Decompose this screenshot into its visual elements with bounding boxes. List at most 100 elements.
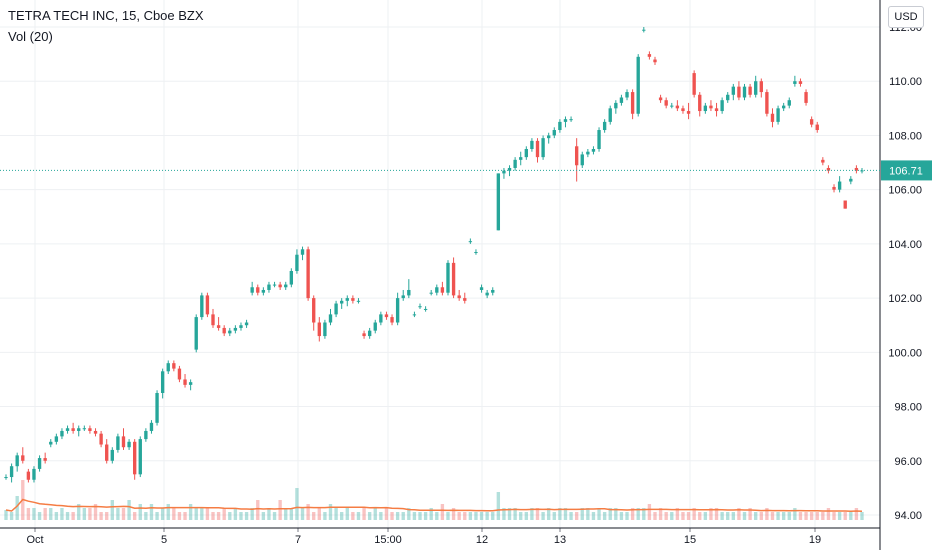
candle-body	[21, 455, 25, 461]
x-tick-label: 15:00	[374, 534, 402, 546]
candle-body	[457, 295, 461, 299]
candle-body	[513, 159, 517, 168]
candle-body	[703, 105, 708, 112]
volume-indicator-label[interactable]: Vol (20)	[8, 29, 53, 44]
volume-bar	[440, 504, 445, 520]
volume-bar	[485, 512, 489, 520]
volume-bar	[429, 508, 433, 520]
candle-body	[323, 322, 327, 337]
volume-bar	[323, 512, 327, 520]
volume-bar	[390, 512, 394, 520]
candle-body	[306, 249, 310, 299]
candle-body	[832, 186, 836, 190]
volume-bar	[614, 508, 618, 520]
volume-bar	[194, 508, 198, 520]
volume-bar	[491, 512, 495, 520]
x-tick-label: 15	[684, 534, 696, 546]
candle-body	[569, 119, 573, 121]
candle-body	[731, 86, 735, 95]
volume-bar	[524, 512, 528, 520]
volume-bar	[742, 512, 747, 520]
candle-body	[826, 167, 831, 171]
volume-bar	[731, 512, 735, 520]
candle-body	[843, 200, 847, 209]
candle-body	[608, 108, 612, 122]
candle-body	[205, 295, 210, 315]
candle-body	[93, 430, 98, 434]
volume-bar	[642, 508, 646, 520]
candle-body	[351, 298, 355, 301]
candle-body	[653, 59, 657, 63]
candle-body	[815, 124, 819, 131]
volume-bar	[843, 512, 847, 520]
volume-bar	[602, 512, 607, 520]
candle-body	[468, 241, 473, 243]
candle-body	[250, 287, 254, 293]
candle-body	[412, 314, 417, 316]
volume-bar	[647, 504, 652, 520]
candle-body	[194, 317, 198, 350]
candle-body	[401, 295, 405, 299]
volume-bar	[105, 512, 109, 520]
candle-body	[574, 146, 579, 166]
volume-bar	[826, 508, 831, 520]
volume-bar	[272, 512, 277, 520]
x-tick-label: 5	[161, 534, 167, 546]
candle-body	[244, 322, 249, 326]
volume-bar	[26, 508, 31, 520]
volume-bar	[418, 512, 422, 520]
volume-bar	[625, 512, 629, 520]
candle-body	[228, 330, 232, 334]
candle-body	[88, 428, 92, 431]
volume-bar	[720, 512, 724, 520]
volume-bar	[547, 508, 551, 520]
candle-body	[591, 149, 596, 152]
candle-body	[384, 314, 389, 318]
candle-body	[630, 92, 635, 114]
candle-body	[429, 292, 433, 294]
candle-body	[133, 441, 137, 475]
candle-body	[463, 298, 467, 301]
volume-bar	[116, 508, 120, 520]
volume-bar	[155, 512, 159, 520]
volume-bar	[222, 508, 226, 520]
volume-bar	[793, 508, 797, 520]
volume-bar	[821, 512, 825, 520]
candle-body	[793, 81, 797, 84]
currency-badge[interactable]: USD	[888, 6, 924, 28]
candle-body	[77, 428, 81, 431]
volume-bar	[267, 508, 271, 520]
candle-body	[435, 287, 439, 293]
volume-bar	[597, 508, 601, 520]
candle-body	[356, 300, 361, 302]
volume-bar	[144, 512, 148, 520]
candle-body	[765, 92, 769, 114]
candle-body	[340, 300, 344, 304]
candle-body	[362, 333, 366, 337]
candle-body	[49, 441, 53, 445]
candle-body	[670, 105, 674, 107]
volume-bar	[32, 508, 36, 520]
volume-bar	[468, 512, 473, 520]
volume-bar	[586, 508, 590, 520]
candle-body	[524, 149, 528, 158]
candle-body	[172, 363, 176, 369]
volume-bar	[530, 508, 534, 520]
candle-body	[43, 458, 47, 461]
candle-body	[144, 430, 148, 440]
volume-bar	[776, 512, 780, 520]
volume-bar	[563, 508, 568, 520]
volume-bar	[177, 512, 182, 520]
candle-body	[580, 154, 584, 166]
volume-bar	[815, 512, 819, 520]
candle-body	[373, 322, 377, 331]
y-tick-label: 96.00	[894, 456, 922, 468]
volume-bar	[407, 508, 411, 520]
candle-body	[451, 262, 456, 296]
candle-body	[110, 449, 114, 461]
candle-body	[367, 330, 372, 337]
y-tick-label: 106.00	[888, 185, 922, 197]
candle-body	[776, 108, 780, 122]
volume-bar	[451, 508, 456, 520]
